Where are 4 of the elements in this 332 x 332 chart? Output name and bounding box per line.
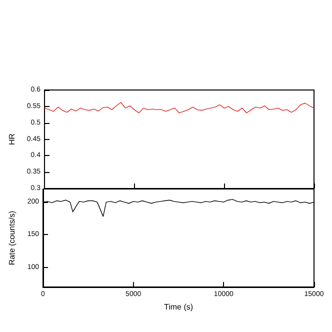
line-series — [44, 102, 314, 114]
y-axis-title: Rate (counts/s) — [8, 210, 16, 266]
y-axis-title: HR — [8, 133, 16, 146]
x-axis-title: Time (s) — [164, 302, 194, 312]
